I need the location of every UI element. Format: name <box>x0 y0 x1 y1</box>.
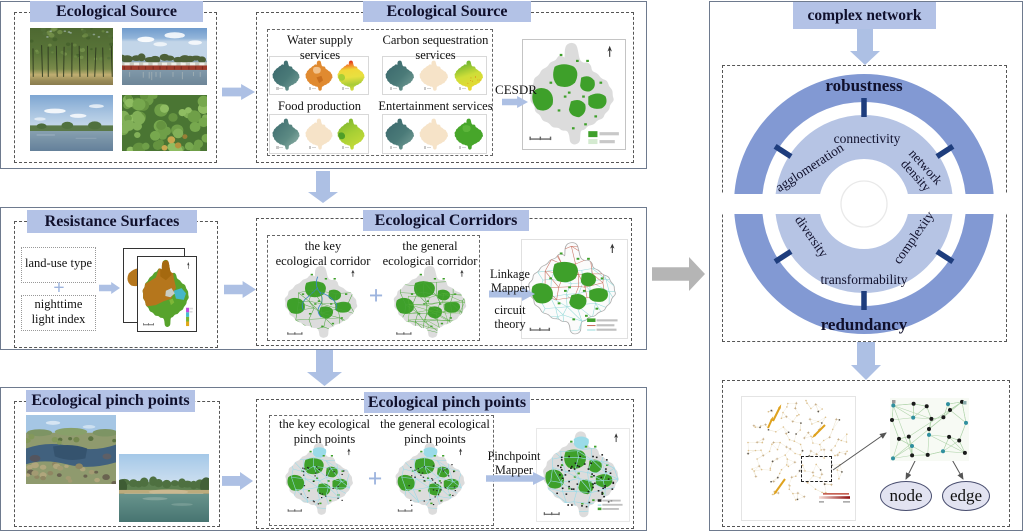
svg-text:redundancy: redundancy <box>821 315 908 334</box>
svg-text:connectivity: connectivity <box>834 131 901 146</box>
svg-text:robustness: robustness <box>825 76 903 95</box>
svg-text:transformability: transformability <box>821 272 908 287</box>
